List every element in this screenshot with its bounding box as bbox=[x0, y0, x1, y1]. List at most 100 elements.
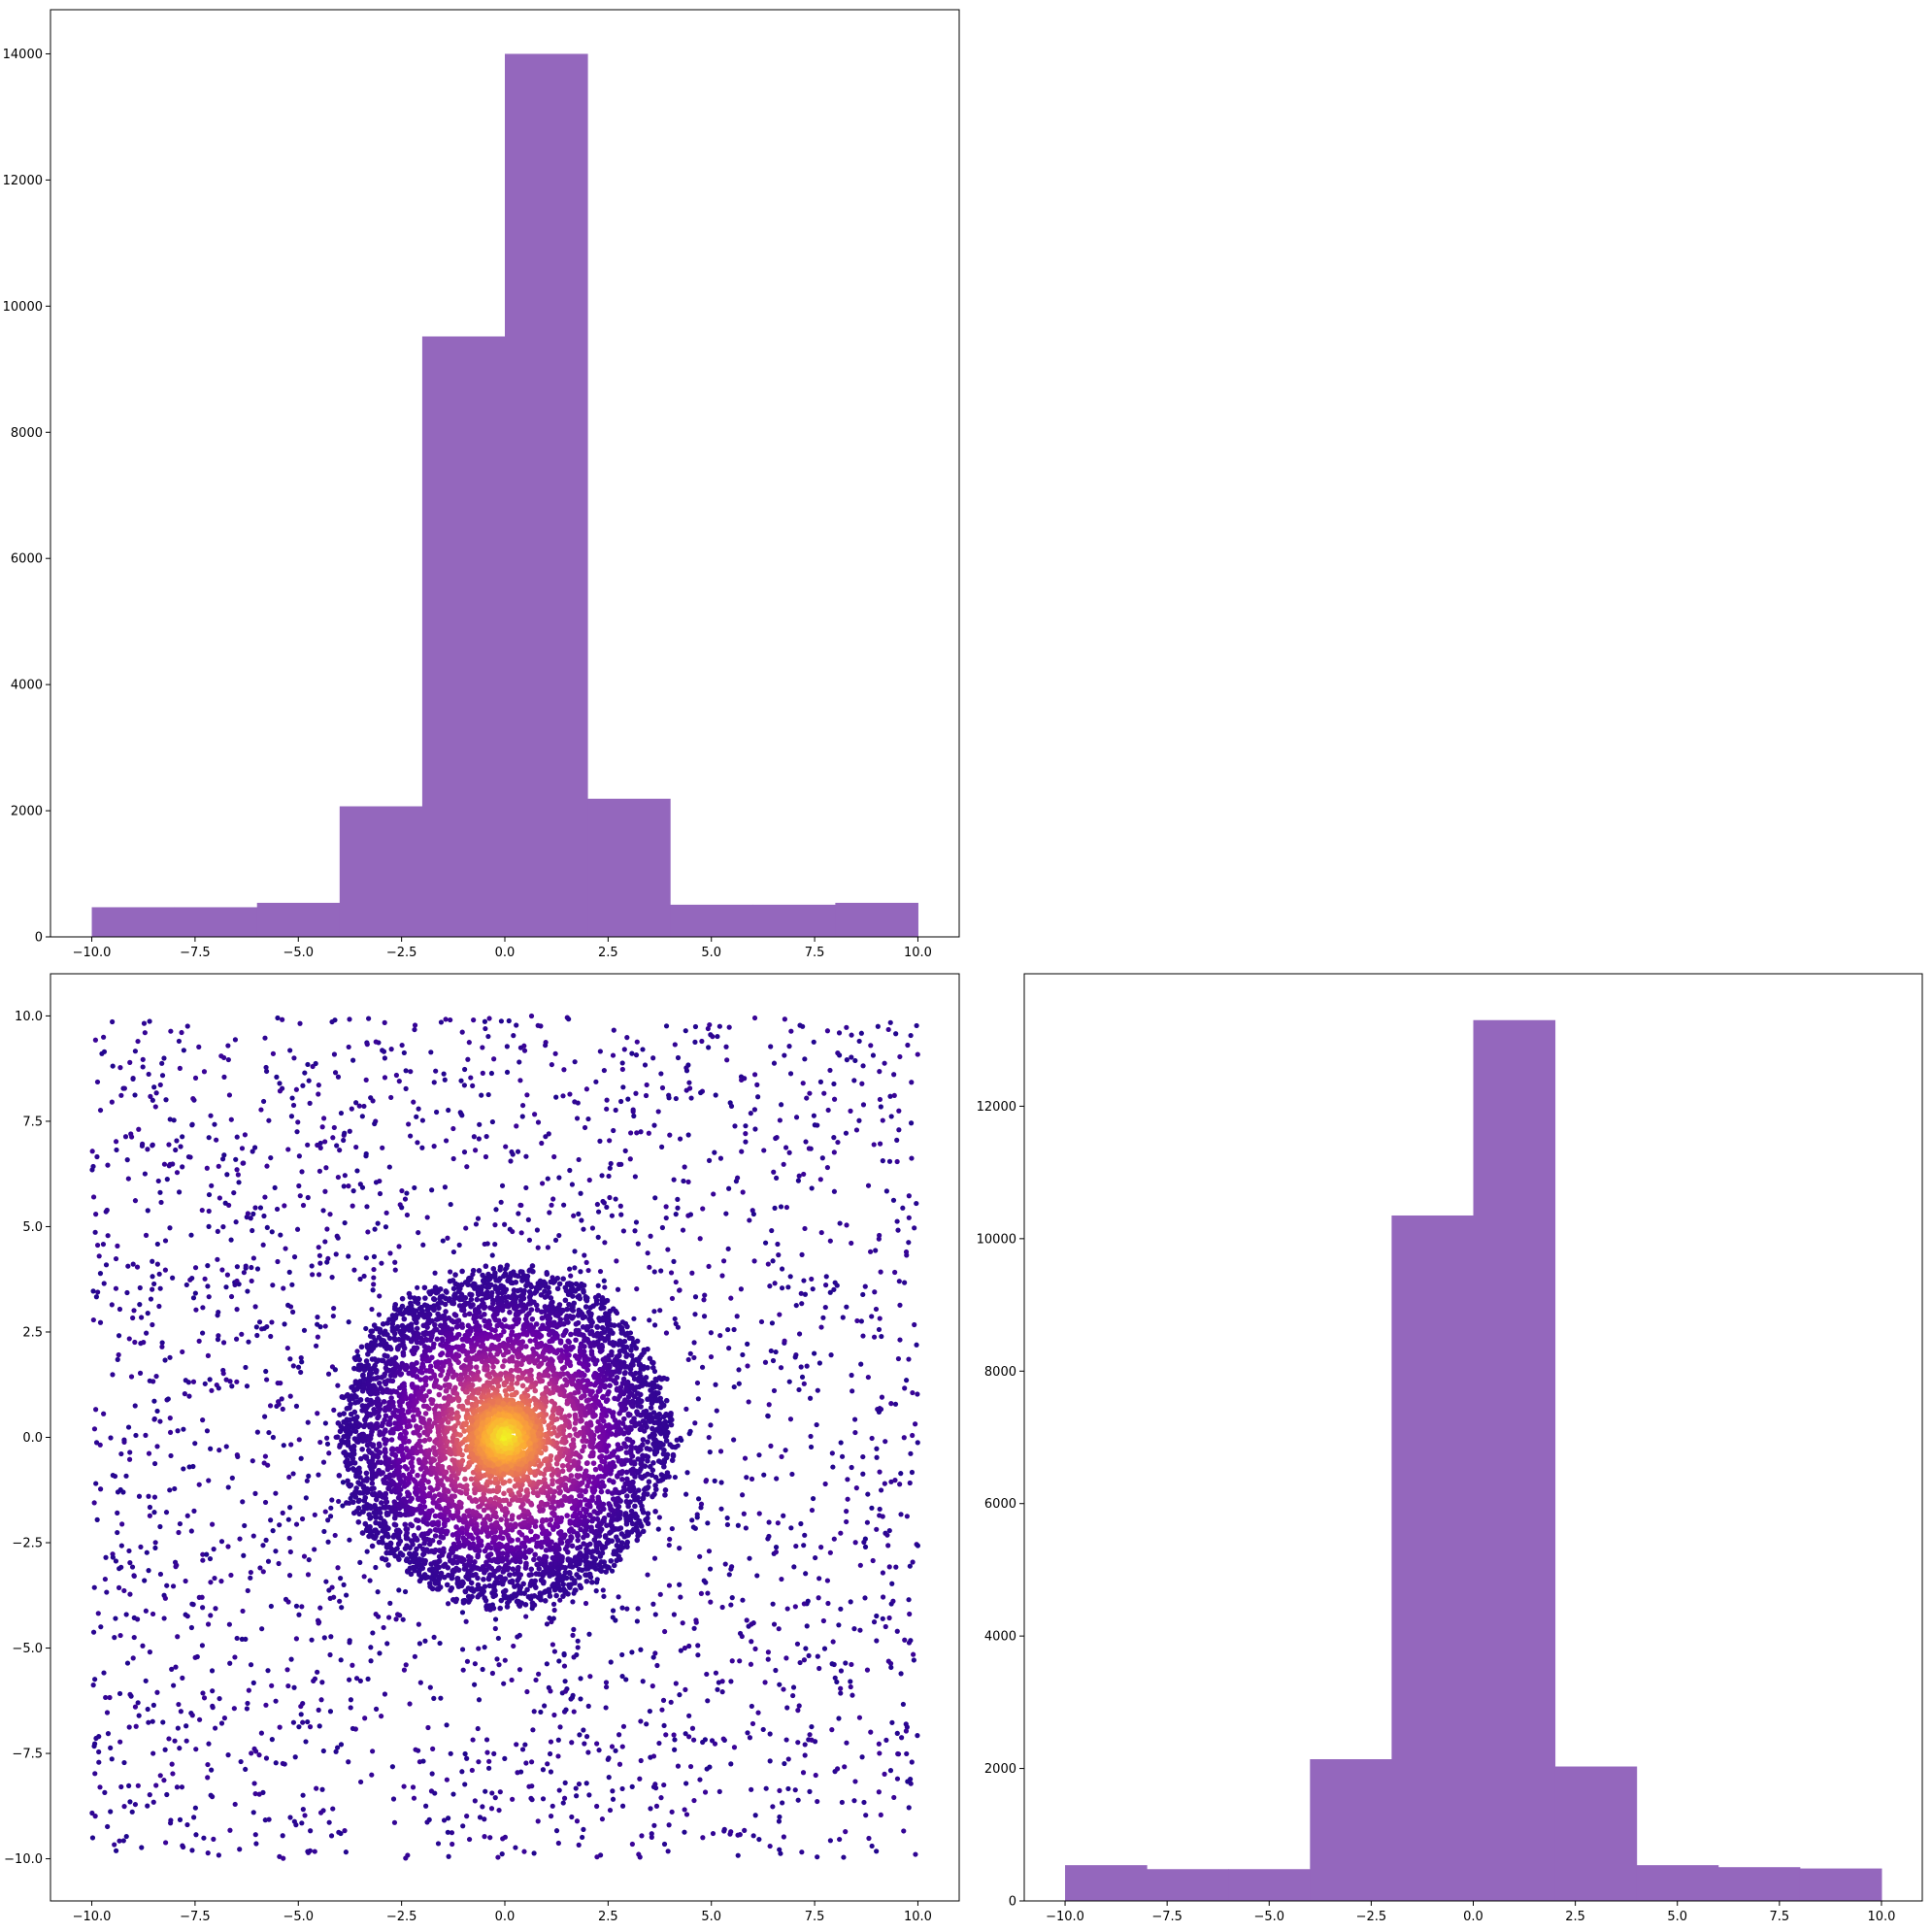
scatter-point bbox=[377, 1406, 383, 1413]
scatter-point bbox=[827, 1289, 833, 1295]
scatter-point bbox=[629, 1649, 635, 1655]
scatter-point bbox=[234, 1134, 240, 1140]
scatter-point bbox=[252, 1790, 258, 1797]
scatter-point bbox=[883, 1188, 889, 1194]
scatter-point bbox=[780, 1800, 785, 1806]
scatter-point bbox=[138, 1544, 144, 1550]
scatter-point bbox=[153, 1373, 159, 1380]
scatter-point bbox=[610, 1796, 616, 1802]
scatter-point bbox=[286, 1535, 292, 1541]
scatter-point bbox=[905, 1779, 911, 1784]
scatter-point bbox=[466, 1311, 473, 1317]
scatter-point bbox=[626, 1335, 633, 1342]
scatter-point bbox=[848, 1108, 853, 1114]
scatter-point bbox=[504, 1069, 511, 1076]
scatter-point bbox=[287, 1549, 293, 1555]
scatter-point bbox=[404, 1190, 410, 1196]
scatter-point bbox=[695, 1496, 702, 1502]
scatter-point bbox=[874, 1638, 880, 1644]
scatter-point bbox=[368, 1505, 374, 1512]
scatter-point bbox=[802, 1742, 808, 1748]
scatter-point bbox=[499, 1183, 506, 1188]
scatter-point bbox=[152, 1104, 158, 1110]
scatter-point bbox=[870, 1052, 877, 1058]
scatter-point bbox=[722, 1561, 728, 1567]
scatter-point bbox=[551, 1649, 558, 1654]
scatter-point bbox=[459, 1579, 466, 1585]
scatter-point bbox=[209, 1668, 216, 1674]
scatter-point bbox=[876, 1789, 882, 1795]
scatter-point bbox=[285, 1147, 291, 1152]
scatter-point bbox=[499, 1555, 505, 1561]
scatter-point bbox=[383, 1556, 389, 1563]
scatter-point bbox=[698, 1505, 704, 1511]
scatter-point bbox=[533, 1302, 540, 1309]
scatter-point bbox=[569, 1182, 576, 1187]
scatter-point bbox=[150, 1258, 155, 1264]
scatter-point bbox=[384, 1353, 390, 1359]
scatter-point bbox=[218, 1539, 225, 1545]
scatter-point bbox=[736, 1367, 742, 1373]
scatter-point bbox=[848, 1599, 853, 1605]
scatter-point bbox=[305, 1572, 312, 1578]
scatter-point bbox=[150, 1799, 156, 1805]
scatter-point bbox=[716, 1788, 722, 1795]
scatter-point bbox=[744, 1617, 749, 1623]
scatter-point bbox=[125, 1176, 131, 1182]
scatter-point bbox=[444, 1777, 450, 1782]
scatter-point bbox=[616, 1411, 622, 1416]
scatter-point bbox=[636, 1361, 643, 1368]
scatter-point bbox=[548, 1295, 554, 1301]
scatter-point bbox=[89, 1810, 95, 1816]
scatter-point bbox=[808, 1444, 815, 1450]
scatter-point bbox=[675, 1054, 682, 1061]
scatter-point bbox=[103, 1554, 109, 1560]
scatter-point bbox=[110, 1554, 116, 1560]
scatter-point bbox=[150, 1142, 155, 1148]
scatter-point bbox=[802, 1532, 808, 1538]
scatter-point bbox=[154, 1408, 160, 1415]
scatter-point bbox=[382, 1691, 388, 1697]
scatter-point bbox=[719, 1689, 725, 1695]
scatter-point bbox=[788, 1028, 794, 1034]
scatter-point bbox=[250, 1680, 256, 1685]
scatter-point bbox=[915, 1391, 920, 1397]
scatter-point bbox=[122, 1134, 129, 1140]
scatter-point bbox=[787, 1416, 794, 1422]
scatter-point bbox=[767, 1758, 773, 1764]
scatter-point bbox=[113, 1139, 119, 1145]
scatter-point bbox=[812, 1350, 817, 1356]
scatter-point bbox=[216, 1163, 221, 1169]
scatter-point bbox=[335, 1074, 342, 1080]
scatter-point bbox=[516, 1632, 522, 1639]
scatter-point bbox=[755, 1094, 761, 1100]
scatter-point bbox=[225, 1043, 231, 1049]
scatter-point bbox=[770, 1601, 776, 1607]
scatter-point bbox=[475, 1216, 482, 1221]
scatter-point bbox=[607, 1530, 613, 1536]
scatter-point bbox=[907, 1563, 913, 1569]
scatter-point bbox=[806, 1146, 812, 1151]
scatter-point bbox=[270, 1282, 276, 1288]
scatter-point bbox=[250, 1211, 256, 1216]
scatter-point bbox=[910, 1559, 916, 1565]
scatter-point bbox=[629, 1841, 635, 1848]
scatter-point bbox=[363, 1255, 369, 1261]
scatter-point bbox=[515, 1273, 521, 1280]
scatter-point bbox=[781, 1513, 786, 1518]
scatter-point bbox=[776, 1818, 783, 1824]
scatter-point bbox=[560, 1093, 566, 1099]
scatter-point bbox=[150, 1702, 156, 1708]
scatter-point bbox=[515, 1287, 521, 1294]
scatter-point bbox=[589, 1579, 595, 1585]
scatter-point bbox=[280, 1406, 285, 1412]
scatter-point bbox=[622, 1424, 629, 1430]
scatter-point bbox=[181, 1048, 186, 1053]
scatter-point bbox=[190, 1295, 197, 1301]
scatter-point bbox=[796, 1386, 802, 1393]
scatter-point bbox=[472, 1798, 478, 1804]
scatter-point bbox=[785, 1785, 791, 1792]
scatter-point bbox=[126, 1456, 133, 1462]
scatter-point bbox=[115, 1243, 120, 1249]
scatter-point bbox=[683, 1686, 688, 1692]
